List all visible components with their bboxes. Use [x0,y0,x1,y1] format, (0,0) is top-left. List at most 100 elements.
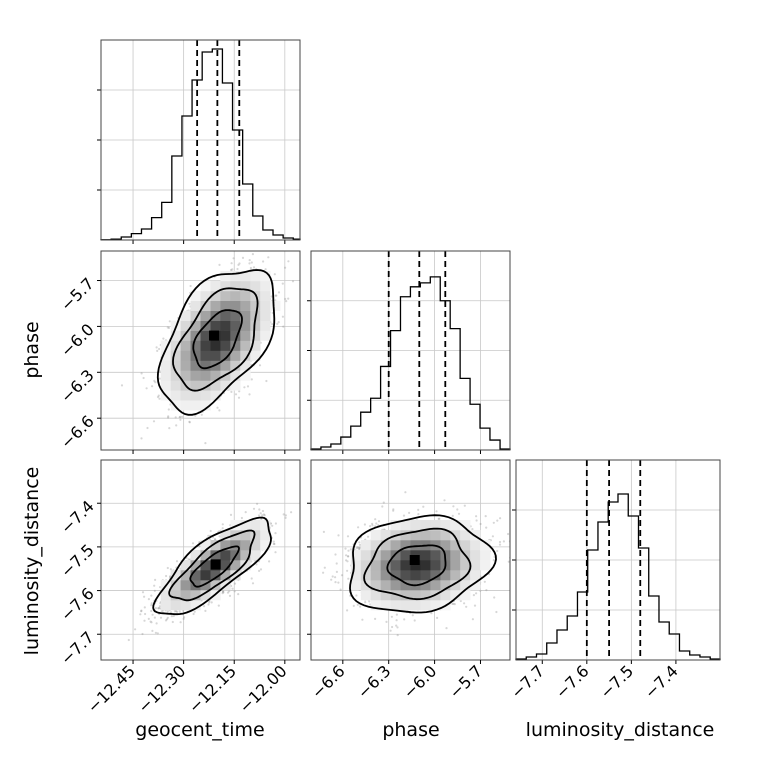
density-panel-geocent-time-vs-luminosity-distance [100,459,301,661]
sample-point [166,616,169,619]
density-cell [230,320,241,331]
density-cell [230,310,241,321]
sample-point [158,347,161,351]
sample-point [229,513,233,517]
sample-point [158,606,161,609]
density-cell [170,340,181,351]
hist-frame-luminosity-distance [515,459,721,661]
sample-point [207,603,210,606]
sample-point [154,631,157,634]
sample-point [140,609,143,612]
sample-point [168,427,171,430]
sample-point [234,393,238,396]
sample-point [233,590,236,593]
density-cell [160,350,171,361]
sample-point [246,385,250,388]
density-cell [210,300,221,311]
density-cell [190,340,201,351]
sample-point [169,568,172,571]
density-cell [180,400,191,411]
sample-point [150,604,153,607]
sample-point [252,507,256,510]
density-cell [220,290,231,301]
sample-point [272,542,275,546]
sample-point [231,587,234,590]
sample-point [164,619,168,622]
sample-point [150,621,153,624]
sample-point [179,621,182,624]
density-cell [210,280,221,292]
density-cell [230,300,241,311]
density-cell [220,350,231,361]
sample-point [250,261,253,264]
sample-point [152,420,156,423]
density-cell [190,300,201,311]
sample-point [276,322,279,325]
sample-point [275,294,278,297]
density-cell [160,370,171,381]
sample-point [285,300,288,303]
sample-point [200,413,203,416]
sample-point [204,442,207,445]
sample-point [154,381,157,384]
density-cell [160,340,171,351]
density-cell [260,280,271,292]
sample-point [229,268,233,272]
sample-point [147,617,150,621]
density-cell [270,300,281,311]
sample-point [193,610,196,613]
histogram-phase [310,276,511,450]
density-cell [240,290,251,301]
density-cell [250,340,261,351]
sample-point [210,601,213,604]
sample-point [222,590,225,593]
sample-point [240,516,243,520]
sample-point [228,590,231,593]
sample-point [250,378,253,381]
density-cell [250,350,261,361]
contour-level-2 [172,287,259,392]
sample-point [166,610,169,613]
sample-point [257,514,261,517]
sample-point [156,395,160,399]
sample-point [273,273,276,276]
sample-point [204,609,207,613]
sample-point [241,256,245,259]
contour-level-1 [192,309,243,370]
sample-point [175,560,179,563]
sample-point [160,610,163,613]
sample-point [281,282,284,285]
density-cell [200,330,211,341]
sample-point [268,560,271,563]
density-cell [210,340,221,351]
density-cell [200,280,211,292]
hist-frame-phase [310,250,511,451]
sample-point [221,590,225,593]
sample-point [216,406,219,409]
density-cell [200,340,211,351]
density-cell [220,330,231,341]
sample-point [213,537,217,541]
density-cell [230,270,241,282]
density-panel-frame [100,250,301,451]
sample-point [156,632,159,635]
density-cell [210,370,221,381]
density-panel-content [101,251,300,450]
sample-point [218,535,221,538]
density-cell [210,380,221,391]
density-cell [210,290,221,301]
density-cell [230,340,241,351]
sample-point [140,437,143,440]
sample-point [284,516,287,520]
density-panel-geocent-time-vs-phase [100,250,301,451]
sample-point [260,518,263,521]
density-cell [250,280,261,292]
density-cell [180,340,191,351]
sample-point [170,611,173,614]
density-cell [240,330,251,341]
sample-point [237,396,241,399]
density-cell [210,350,221,361]
density-cell [230,370,241,381]
density-cell [240,350,251,361]
sample-point [140,372,143,375]
